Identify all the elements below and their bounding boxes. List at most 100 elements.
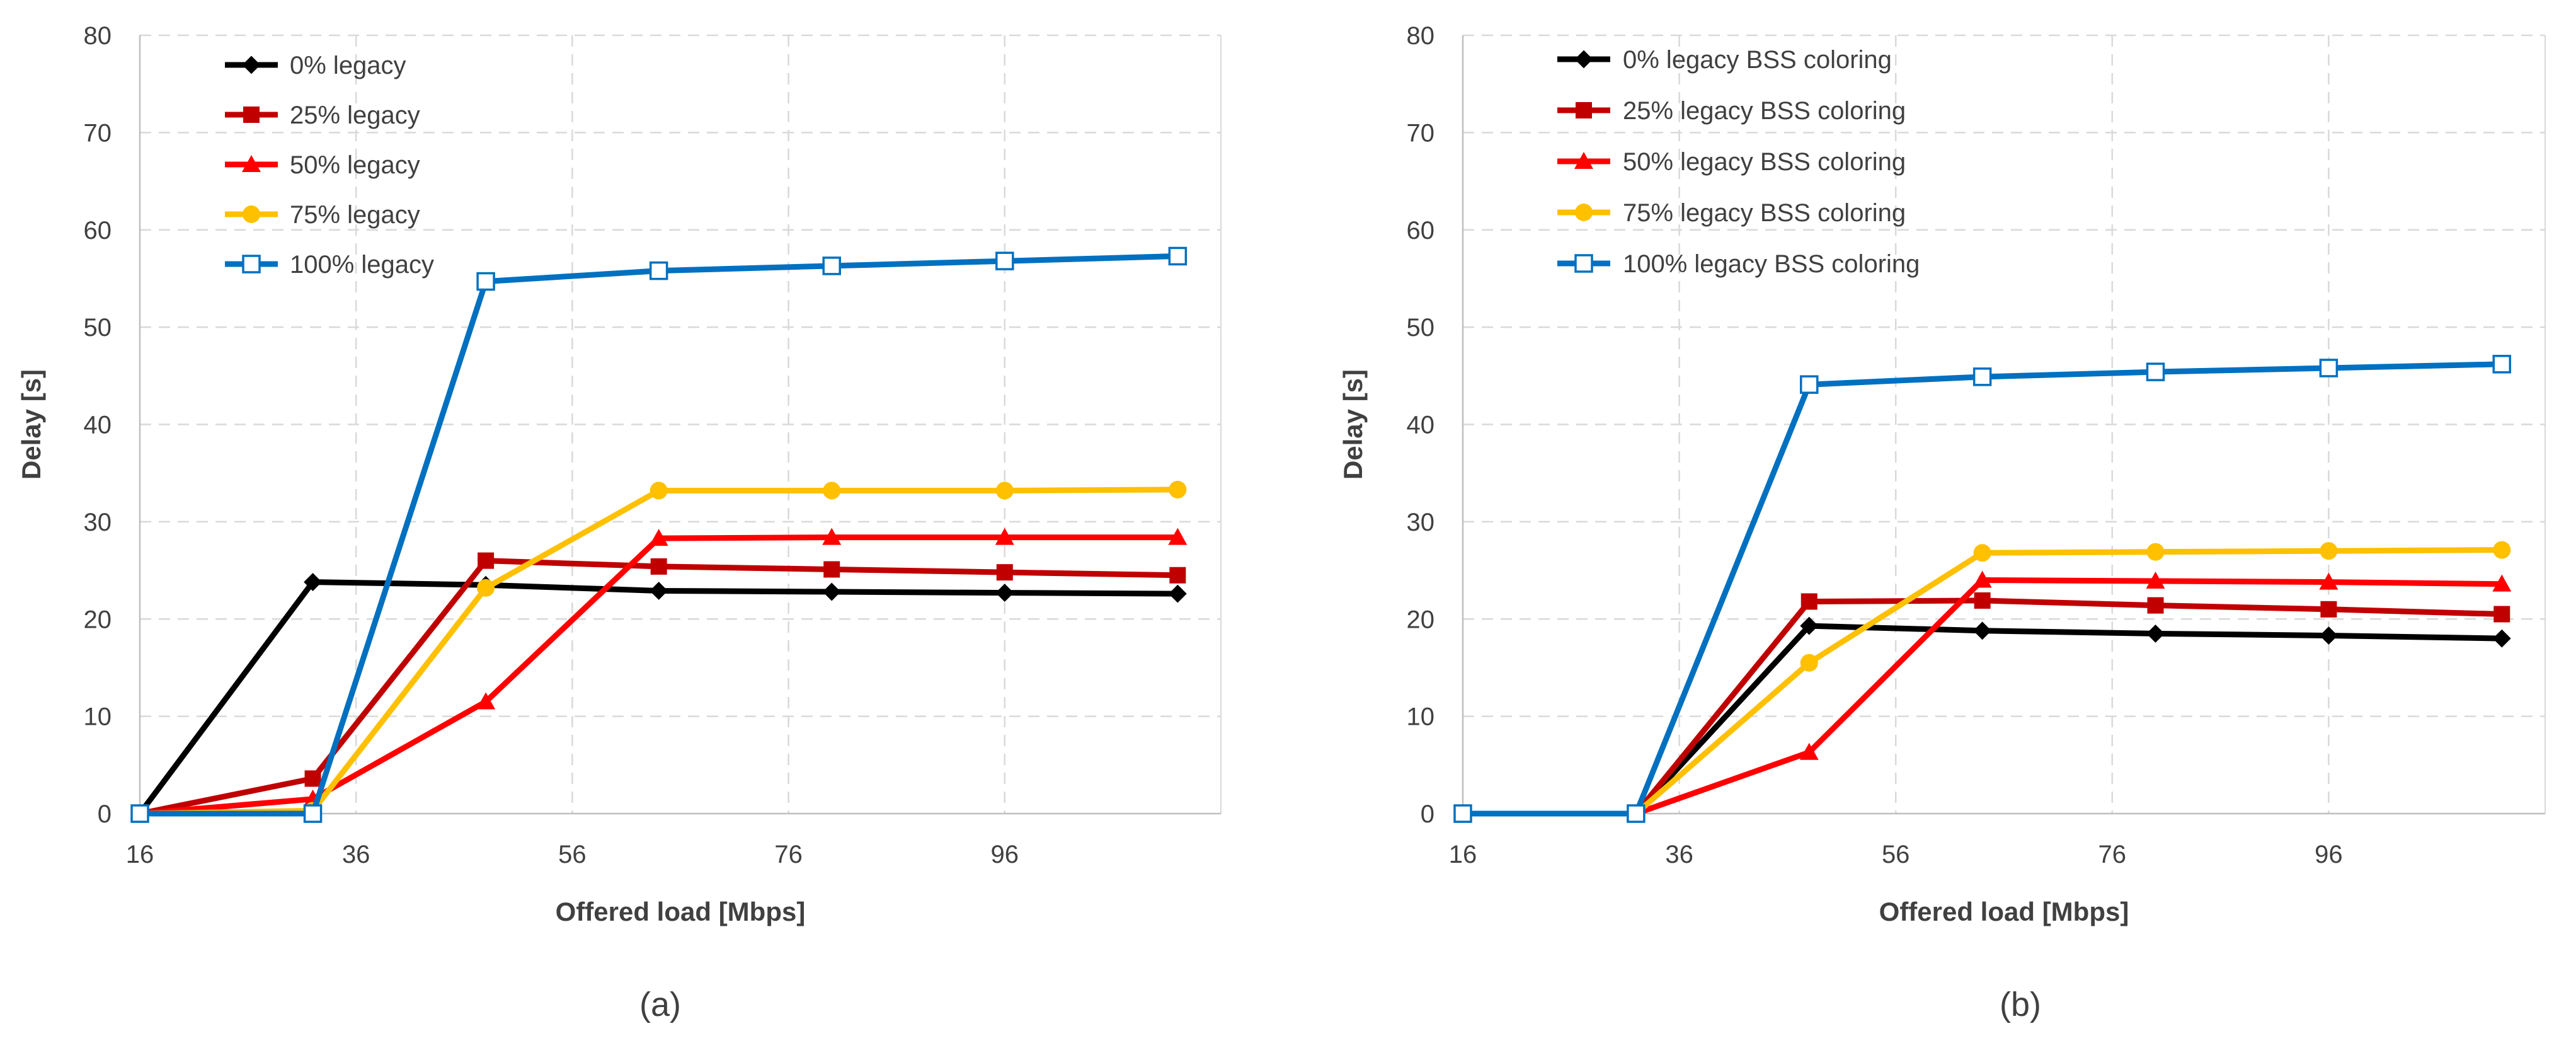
data-point [822,256,841,275]
legend-marker [242,155,261,172]
panel-caption: (b) [2000,986,2041,1023]
data-point [996,564,1013,581]
data-point [995,584,1014,602]
legend-marker [242,255,261,274]
data-point [1169,567,1186,584]
legend-marker [242,55,261,74]
data-point [2319,572,2338,590]
data-point [476,692,496,710]
series-0-legacy-bss-coloring [1453,616,2511,823]
legend-label: 50% legacy [290,151,420,179]
data-point [650,582,668,600]
legend-entry: 100% legacy [225,251,434,279]
y-tick-label: 30 [1407,509,1435,536]
legend-label: 25% legacy [290,101,420,129]
legend-label: 25% legacy BSS coloring [1623,97,1906,125]
y-tick-label: 50 [84,314,112,342]
y-tick-label: 0 [1421,800,1434,828]
data-point [995,527,1014,545]
data-point [1799,742,1819,760]
data-point [476,272,495,291]
x-tick-label: 76 [774,841,803,868]
y-tick-label: 20 [84,606,112,633]
series-line [1463,361,2502,817]
data-point [1973,544,1991,562]
data-point [130,804,149,823]
legend-entry: 0% legacy [225,52,406,79]
data-point [650,558,667,575]
data-point [1168,584,1187,603]
x-tick-label: 76 [2098,841,2127,868]
data-point [995,251,1014,270]
data-point [1972,367,1992,386]
data-point [995,481,1014,500]
data-point [1169,480,1187,498]
data-point [822,582,841,601]
legend-label: 75% legacy BSS coloring [1623,199,1906,227]
y-tick-label: 50 [1407,314,1435,342]
legend-entry: 0% legacy BSS coloring [1557,46,1892,74]
legend-entry: 50% legacy [225,151,420,179]
data-point [823,481,841,500]
data-point [2320,542,2338,560]
legend-label: 75% legacy [290,201,420,229]
y-axis-title: Delay [s] [16,369,46,480]
series-line [1463,577,2502,817]
legend-label: 0% legacy [290,52,406,79]
y-axis-title: Delay [s] [1338,369,1368,480]
series-line [1463,623,2502,817]
data-point [304,770,321,787]
data-point [1973,621,1992,640]
data-point [1800,616,1819,635]
data-point [2492,629,2511,648]
legend-entry: 50% legacy BSS coloring [1557,148,1906,176]
data-point [2146,543,2165,561]
data-point [649,529,668,546]
y-tick-label: 80 [84,22,112,50]
series-line [137,579,1178,815]
legend-entry: 25% legacy [225,101,420,129]
x-tick-label: 56 [1882,841,1910,868]
data-point [2492,574,2512,592]
legend-marker [243,205,260,223]
y-tick-label: 40 [84,412,112,439]
x-tick-label: 96 [2315,841,2343,868]
legend-label: 50% legacy BSS coloring [1623,148,1906,176]
y-tick-label: 60 [84,217,112,245]
legend-label: 100% legacy [290,251,434,279]
y-tick-label: 30 [84,509,112,536]
data-point [303,804,323,823]
legend-marker [1574,50,1593,69]
data-point [650,481,668,500]
data-point [1168,246,1188,266]
y-tick-label: 10 [1407,703,1435,731]
y-tick-label: 70 [84,119,112,147]
data-point [1800,654,1818,672]
data-point [304,573,322,592]
data-point [1972,570,1992,588]
data-point [822,527,842,545]
x-tick-label: 16 [126,841,154,868]
series-100-legacy [130,246,1188,823]
data-point [2493,541,2511,559]
data-point [2492,355,2512,374]
y-tick-label: 70 [1407,119,1435,147]
data-point [2493,606,2510,623]
data-point [1168,527,1188,545]
legend-label: 100% legacy BSS coloring [1623,250,1920,278]
y-tick-label: 20 [1407,606,1435,633]
x-axis-title: Offered load [Mbps] [1879,897,2129,926]
data-point [2320,601,2337,618]
data-point [1800,593,1818,610]
data-point [2146,624,2165,643]
data-point [1453,804,1472,823]
series-100-legacy-bss-coloring [1453,355,2512,823]
legend-entry: 75% legacy [225,201,420,229]
x-axis-title: Offered load [Mbps] [556,897,806,926]
series-line [139,534,1178,817]
chart-panel-b: 0 10 20 30 40 50 60 70 80 16 36 56 76 96 Offered load … [1338,22,2546,1023]
y-tick-label: 10 [84,703,112,731]
data-point [2146,362,2165,381]
